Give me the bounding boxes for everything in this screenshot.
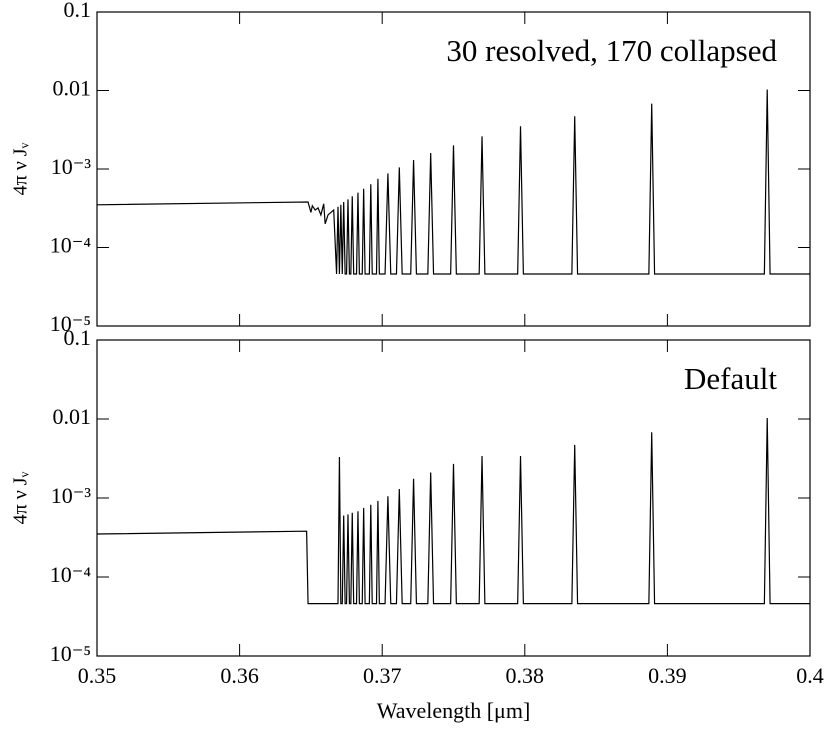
x-tick-label: 0.38 <box>506 663 545 688</box>
y-tick-label: 10⁻³ <box>51 483 92 508</box>
y-tick-label: 10⁻⁴ <box>50 562 92 587</box>
y-tick-label: 10⁻³ <box>51 154 92 179</box>
x-axis-label: Wavelength [μm] <box>377 698 531 723</box>
x-tick-label: 0.39 <box>648 663 687 688</box>
y-tick-label: 10⁻⁵ <box>50 311 91 336</box>
y-axis-label: 4π ν Jᵥ <box>10 142 32 195</box>
spectrum-line <box>96 89 810 275</box>
y-tick-label: 10⁻⁵ <box>50 641 91 666</box>
x-tick-label: 0.35 <box>78 663 117 688</box>
y-tick-label: 0.1 <box>64 0 92 22</box>
y-axis-label: 4π ν Jᵥ <box>10 471 32 524</box>
spectrum-line <box>96 417 810 605</box>
x-tick-label: 0.36 <box>220 663 259 688</box>
x-tick-label: 0.37 <box>363 663 402 688</box>
y-tick-label: 0.1 <box>64 325 92 350</box>
y-tick-label: 0.01 <box>53 76 92 101</box>
panel-annotation: Default <box>684 361 777 396</box>
y-tick-label: 10⁻⁴ <box>50 233 92 258</box>
y-tick-label: 0.01 <box>53 404 92 429</box>
panel-annotation: 30 resolved, 170 collapsed <box>446 33 777 68</box>
x-tick-label: 0.4 <box>796 663 824 688</box>
